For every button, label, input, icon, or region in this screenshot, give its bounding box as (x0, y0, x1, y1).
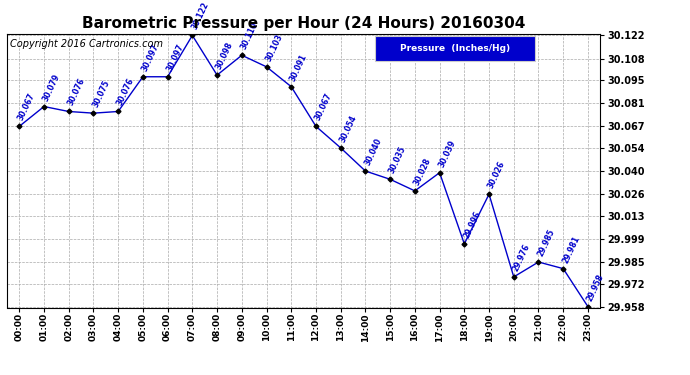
Text: 29.996: 29.996 (462, 210, 482, 240)
Text: 30.054: 30.054 (338, 114, 359, 144)
Text: 29.985: 29.985 (536, 228, 556, 258)
Text: 30.098: 30.098 (215, 40, 235, 71)
Text: 30.110: 30.110 (239, 21, 259, 51)
Text: 30.067: 30.067 (313, 92, 334, 122)
Text: 30.122: 30.122 (190, 1, 210, 31)
Text: 30.076: 30.076 (115, 77, 136, 107)
Text: 30.097: 30.097 (165, 42, 186, 73)
Text: Copyright 2016 Cartronics.com: Copyright 2016 Cartronics.com (10, 39, 163, 49)
Text: 30.039: 30.039 (437, 138, 457, 168)
Text: 29.976: 29.976 (511, 242, 532, 273)
Text: 30.035: 30.035 (388, 145, 408, 175)
Text: 30.079: 30.079 (41, 72, 62, 102)
Text: 29.981: 29.981 (560, 234, 581, 264)
FancyBboxPatch shape (375, 36, 535, 61)
Text: 30.067: 30.067 (17, 92, 37, 122)
Text: 30.091: 30.091 (288, 53, 309, 82)
Title: Barometric Pressure per Hour (24 Hours) 20160304: Barometric Pressure per Hour (24 Hours) … (82, 16, 525, 31)
Text: 30.028: 30.028 (412, 156, 433, 187)
Text: 30.026: 30.026 (486, 160, 507, 190)
Text: 30.103: 30.103 (264, 33, 284, 63)
Text: 29.958: 29.958 (585, 272, 606, 303)
Text: 30.097: 30.097 (140, 42, 161, 73)
Text: 30.040: 30.040 (363, 136, 383, 167)
Text: 30.075: 30.075 (91, 79, 111, 109)
Text: 30.076: 30.076 (66, 77, 87, 107)
Text: Pressure  (Inches/Hg): Pressure (Inches/Hg) (400, 44, 510, 53)
